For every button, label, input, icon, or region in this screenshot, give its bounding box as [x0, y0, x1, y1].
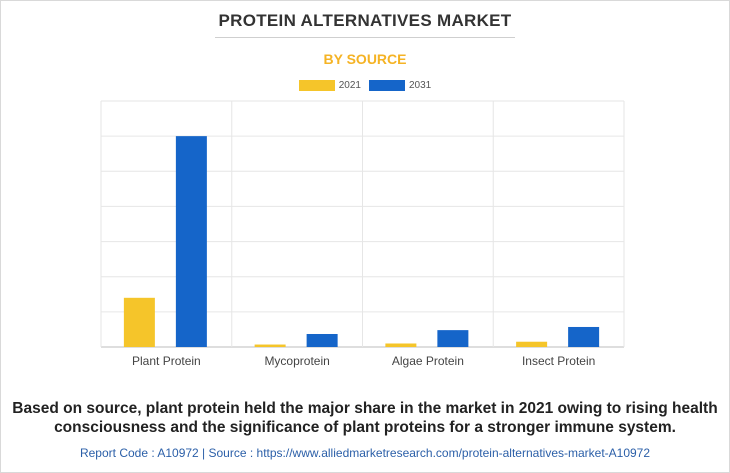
- bar-chart: Plant Protein Mycoprotein Algae Protein Ins…: [100, 100, 625, 368]
- bar-2031-insect-protein: [568, 326, 600, 347]
- legend: 2021 2031: [0, 80, 730, 91]
- x-tick-label: Algae Protein: [392, 354, 464, 368]
- bar-2021-algae-protein: [385, 343, 417, 347]
- bar-2021-mycoprotein: [254, 344, 286, 347]
- report-source-footer[interactable]: Report Code : A10972 | Source : https://…: [79, 446, 651, 460]
- bar-2031-algae-protein: [437, 330, 469, 347]
- bar-2031-mycoprotein: [306, 333, 338, 347]
- legend-swatch-2031: [369, 80, 405, 91]
- legend-item-2031[interactable]: 2031: [369, 80, 431, 91]
- x-tick-label: Mycoprotein: [264, 354, 329, 368]
- legend-label-2021: 2021: [338, 80, 361, 91]
- chart-subtitle: BY SOURCE: [323, 51, 407, 67]
- x-tick-label: Insect Protein: [522, 354, 595, 368]
- legend-swatch-2021: [298, 80, 335, 91]
- x-tick-label: Plant Protein: [132, 354, 201, 368]
- legend-item-2021[interactable]: 2021: [298, 80, 361, 91]
- chart-title: PROTEIN ALTERNATIVES MARKET: [218, 11, 512, 30]
- bar-2031-plant-protein: [175, 136, 207, 347]
- bar-2021-plant-protein: [123, 297, 155, 347]
- legend-label-2031: 2031: [409, 80, 432, 91]
- bar-2021-insect-protein: [516, 341, 548, 347]
- chart-description: Based on source, plant protein held the …: [12, 400, 718, 436]
- title-divider: [215, 37, 515, 38]
